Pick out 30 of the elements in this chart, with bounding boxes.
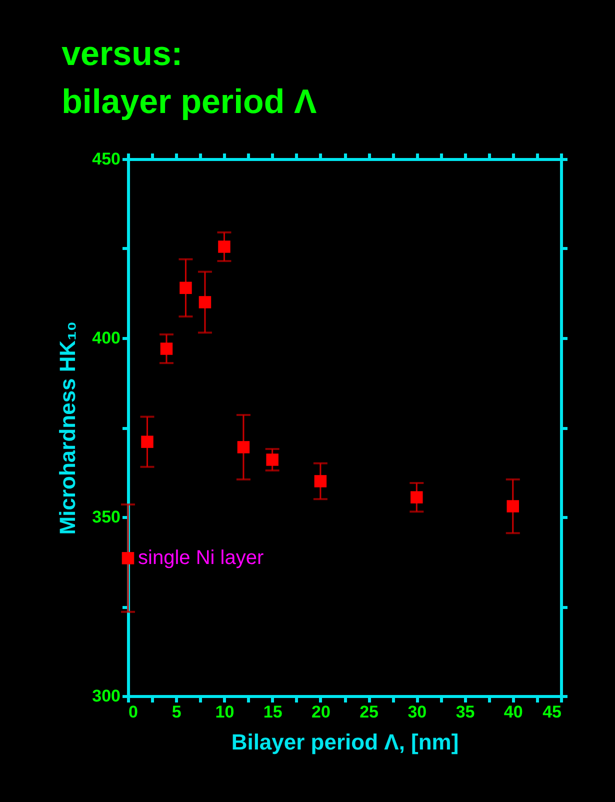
x-tick-label: 20 (311, 702, 330, 722)
point (218, 240, 230, 253)
text: versus: (62, 35, 183, 73)
text: bilayer period Λ (62, 83, 317, 121)
point (122, 552, 134, 564)
point (160, 342, 173, 355)
x-tick-label: 5 (172, 702, 182, 722)
annotation: single Ni layer (138, 547, 264, 570)
y-tick-label: 300 (92, 686, 120, 706)
y-tick-label: 400 (92, 328, 120, 348)
point (314, 475, 327, 488)
x-tick-label: 0 (128, 702, 138, 722)
x-tick-label: 10 (215, 702, 234, 722)
point (198, 296, 212, 308)
y-tick-label: 350 (92, 508, 120, 526)
x-tick-label: 25 (360, 702, 379, 722)
point (410, 491, 423, 504)
x-tick-label: 40 (504, 702, 523, 722)
y-tick-label: 450 (92, 150, 120, 168)
x-tick-label: 35 (456, 702, 475, 722)
x-tick-label: 30 (408, 702, 427, 722)
point (237, 441, 250, 454)
x-tick-label: 45 (542, 702, 562, 722)
point (506, 500, 520, 512)
x-axis-title: Bilayer period Λ, [nm] (231, 730, 459, 754)
point (180, 282, 192, 294)
x-tick-label: 15 (263, 702, 282, 722)
point (141, 436, 154, 448)
point (266, 454, 278, 466)
y-axis-title: Microhardness HK₁₀ (55, 321, 80, 535)
